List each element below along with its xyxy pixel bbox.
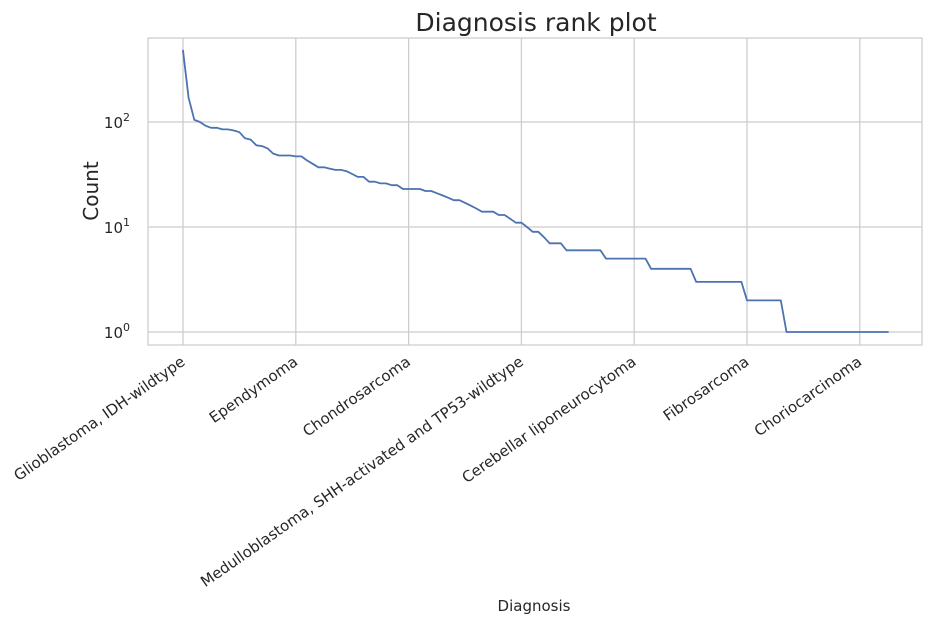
y-tick-base: 10: [104, 324, 123, 342]
x-tick-labels: Glioblastoma, IDH-wildtype EpendymomaChon…: [10, 353, 865, 591]
chart-title: Diagnosis rank plot: [415, 8, 656, 37]
y-tick-label: 101: [104, 216, 130, 237]
y-tick-base: 10: [104, 219, 123, 237]
x-axis-title: Diagnosis: [498, 597, 571, 615]
data-series: [182, 49, 889, 333]
x-tick-label: Chondrosarcoma: [299, 353, 414, 441]
rank-series-line: [182, 49, 889, 333]
y-tick-exponent: 2: [123, 111, 130, 124]
y-tick-label: 102: [104, 111, 130, 132]
x-tick-label: Fibrosarcoma: [660, 353, 752, 425]
y-tick-exponent: 1: [123, 216, 130, 229]
x-tick-label: Cerebellar liponeurocytoma: [459, 353, 640, 487]
y-axis-title: Count: [79, 161, 103, 221]
x-tick-label: Choriocarcinoma: [751, 353, 865, 441]
y-tick-exponent: 0: [123, 321, 130, 334]
plot-area: [147, 37, 923, 346]
y-tick-label: 100: [104, 321, 130, 342]
y-tick-base: 10: [104, 114, 123, 132]
x-tick-label: Ependymoma: [206, 353, 301, 427]
x-tick-label: Glioblastoma, IDH-wildtype: [10, 353, 188, 485]
grid-lines: [148, 38, 922, 345]
